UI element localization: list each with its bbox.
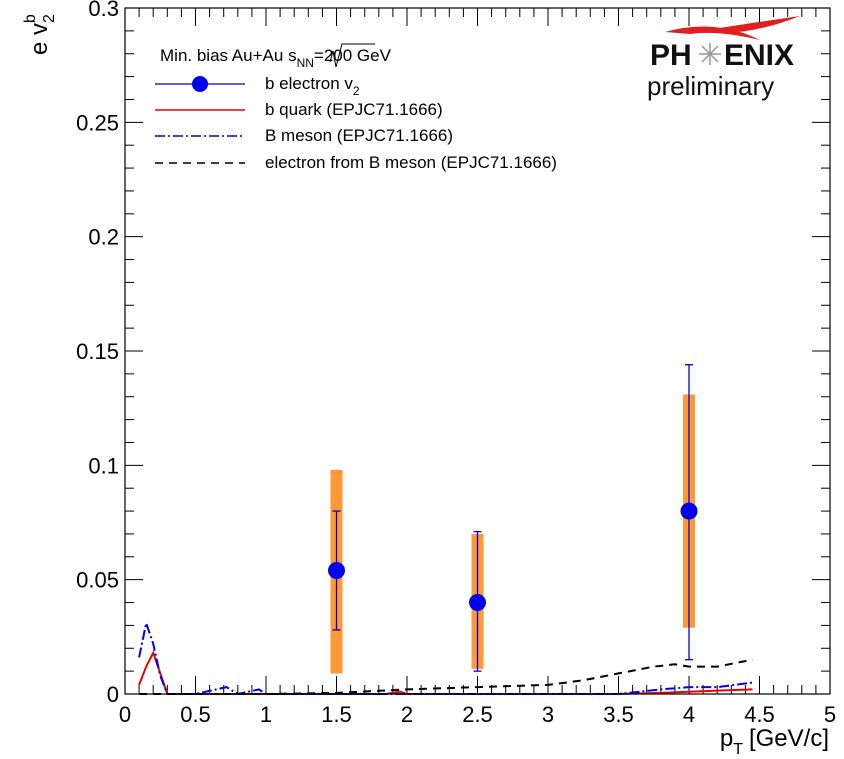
legend-label-b-meson: B meson (EPJC71.1666) bbox=[265, 126, 453, 145]
plot-frame bbox=[124, 7, 831, 695]
logo-subtitle: preliminary bbox=[647, 71, 774, 101]
x-tick-label: 5 bbox=[824, 702, 836, 727]
y-axis-superscript: b bbox=[22, 14, 39, 23]
x-tick-label: 4 bbox=[683, 702, 695, 727]
data-point bbox=[328, 562, 345, 580]
x-axis-unit: [GeV/c] bbox=[749, 725, 829, 752]
x-tick-label: 0.5 bbox=[180, 702, 211, 727]
series-line-2 bbox=[138, 619, 753, 696]
legend-header-text: Min. bias Au+Au bbox=[160, 46, 288, 65]
x-axis-symbol: p bbox=[720, 725, 733, 752]
sqrt-argument: s bbox=[288, 46, 297, 65]
legend-header-energy: =200 GeV bbox=[314, 46, 392, 65]
x-tick-label: 3 bbox=[542, 702, 554, 727]
theory-curves bbox=[138, 619, 753, 696]
phenix-logo: PH ENIX preliminary bbox=[647, 16, 800, 101]
x-tick-label: 3.5 bbox=[603, 702, 634, 727]
legend-header: Min. bias Au+Au sNN=200 GeV bbox=[160, 46, 392, 70]
x-axis-subscript: T bbox=[733, 741, 743, 758]
data-points bbox=[328, 364, 698, 674]
x-tick-label: 0 bbox=[119, 702, 131, 727]
legend-marker-b-electron bbox=[192, 76, 208, 92]
y-tick-label: 0.3 bbox=[88, 0, 119, 21]
x-tick-label: 2.5 bbox=[462, 702, 493, 727]
sqrt-subscript: NN bbox=[297, 56, 314, 70]
logo-swoosh bbox=[665, 26, 760, 40]
x-axis-title: pT [GeV/c] bbox=[720, 725, 829, 758]
y-tick-label: 0.2 bbox=[88, 225, 119, 250]
y-tick-label: 0.1 bbox=[88, 453, 119, 478]
logo-swoosh-right bbox=[720, 16, 800, 33]
legend-label-b-quark: b quark (EPJC71.1666) bbox=[265, 100, 443, 119]
y-axis-subscript: 2 bbox=[41, 14, 58, 23]
y-tick-label: 0 bbox=[107, 682, 119, 707]
x-tick-label: 2 bbox=[401, 702, 413, 727]
y-tick-label: 0.05 bbox=[76, 568, 119, 593]
legend-label-electron-from-b: electron from B meson (EPJC71.1666) bbox=[265, 153, 557, 172]
series-line-3 bbox=[139, 658, 753, 695]
x-tick-label: 4.5 bbox=[744, 702, 775, 727]
logo-text-ph: PH bbox=[650, 39, 692, 72]
logo-star-icon bbox=[699, 43, 721, 65]
y-axis-prefix: e v bbox=[26, 23, 53, 55]
tick-labels: 0 0.5 1 1.5 2 2.5 3 3.5 4 4.5 5 0 0.05 0.1 0.15 0.2 0.25… bbox=[76, 0, 836, 727]
data-point bbox=[469, 594, 486, 612]
y-tick-label: 0.15 bbox=[76, 339, 119, 364]
legend-label-b-electron-sub: 2 bbox=[353, 84, 360, 98]
x-tick-label: 1.5 bbox=[321, 702, 352, 727]
data-point bbox=[680, 502, 698, 520]
sqrt-symbol bbox=[329, 43, 375, 68]
legend-label-b-electron-main: b electron v bbox=[265, 74, 353, 93]
legend-label-b-electron: b electron v2 bbox=[265, 74, 360, 98]
y-axis-title: e v2b bbox=[22, 14, 58, 55]
legend: Min. bias Au+Au sNN=200 GeV b electron v… bbox=[155, 43, 557, 172]
logo-text-enix: ENIX bbox=[724, 39, 794, 72]
x-tick-label: 1 bbox=[260, 702, 272, 727]
y-tick-label: 0.25 bbox=[76, 110, 119, 135]
